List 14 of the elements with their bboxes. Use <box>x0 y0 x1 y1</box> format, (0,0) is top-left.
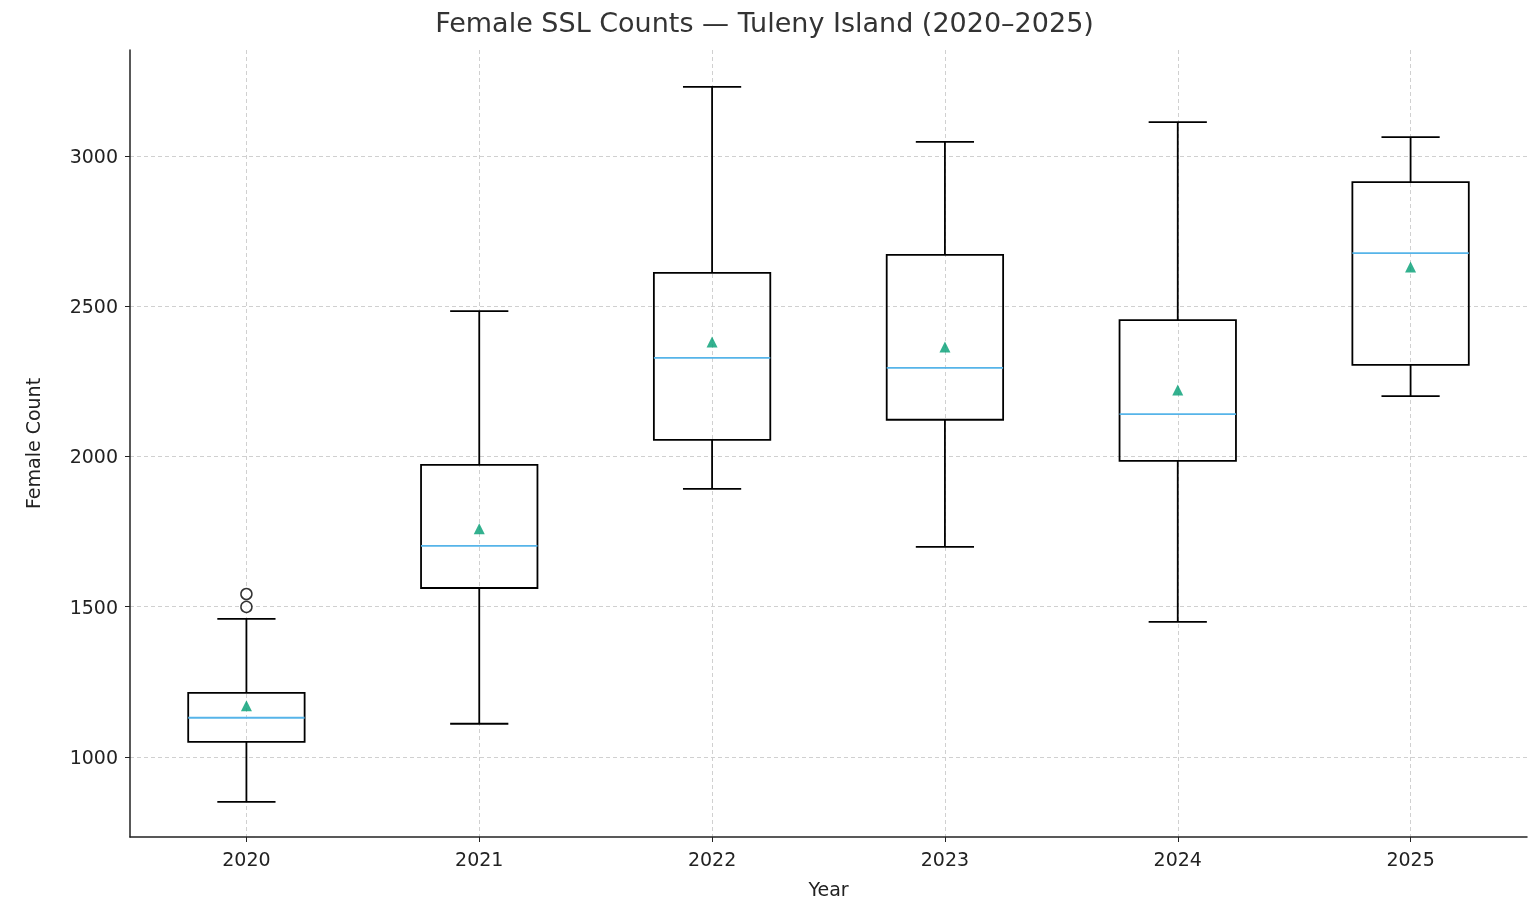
x-tick-label: 2020 <box>222 847 271 870</box>
y-tick-label: 1500 <box>69 595 118 618</box>
x-tick-label: 2025 <box>1386 847 1435 870</box>
x-tick-label: 2023 <box>920 847 970 870</box>
x-tick-label: 2022 <box>687 847 737 870</box>
x-tick-label: 2021 <box>455 847 504 870</box>
y-tick-label: 2000 <box>69 445 118 468</box>
x-axis-title: Year <box>807 877 849 900</box>
y-tick-label: 1000 <box>69 745 118 768</box>
y-tick-label: 2500 <box>69 295 118 318</box>
y-axis-title: Female Count <box>21 377 44 510</box>
y-tick-label: 3000 <box>69 145 118 168</box>
x-tick-label: 2024 <box>1153 847 1202 870</box>
chart-title: Female SSL Counts — Tuleny Island (2020–2025) <box>435 7 1094 38</box>
